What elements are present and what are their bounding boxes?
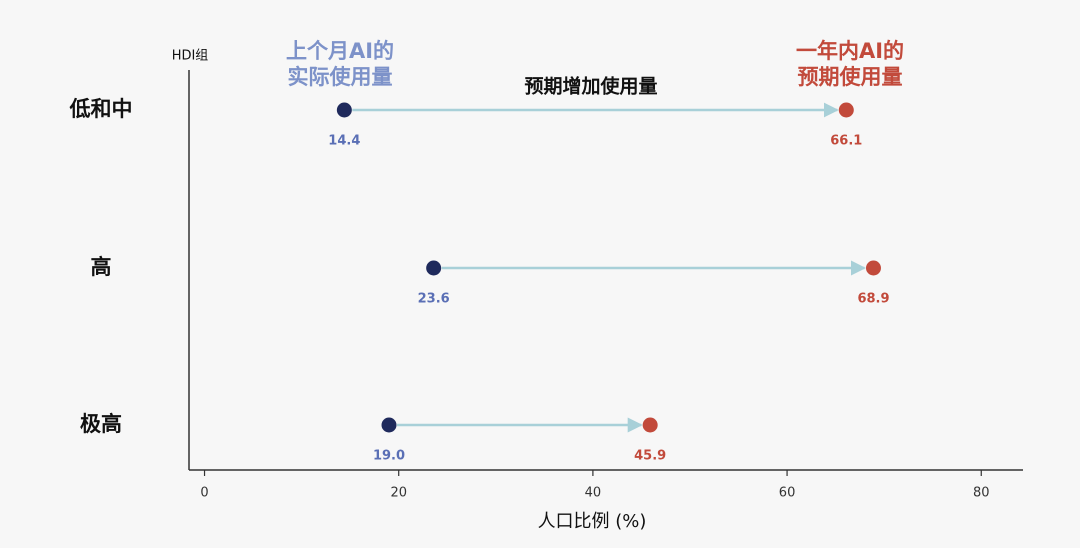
dot (865, 260, 881, 276)
x-tick-label: 20 (390, 486, 407, 501)
x-tick-label: 40 (585, 486, 602, 501)
dot (426, 260, 442, 276)
dot (381, 417, 397, 433)
x-tick-label: 80 (973, 486, 990, 501)
y-tick-label: 极高 (80, 412, 122, 436)
value-label: 66.1 (830, 134, 862, 149)
y-tick-label: 低和中 (69, 97, 133, 121)
x-tick-label: 60 (779, 486, 796, 501)
value-label: 19.0 (373, 449, 405, 464)
value-label: 23.6 (418, 292, 450, 307)
dot (336, 102, 352, 118)
x-axis-label: 人口比例 (%) (538, 511, 647, 532)
legend-entry: 一年内AI的 预期使用量 (795, 39, 905, 89)
value-label: 14.4 (328, 134, 360, 149)
dot (642, 417, 658, 433)
y-tick-label: 高 (91, 255, 112, 279)
dot (838, 102, 854, 118)
value-label: 68.9 (857, 292, 889, 307)
x-tick-label: 0 (200, 486, 208, 501)
y-axis-label: HDI组 (172, 49, 209, 64)
annotation: 预期增加使用量 (524, 75, 657, 98)
legend-entry: 上个月AI的 实际使用量 (285, 39, 395, 89)
value-label: 45.9 (634, 449, 666, 464)
